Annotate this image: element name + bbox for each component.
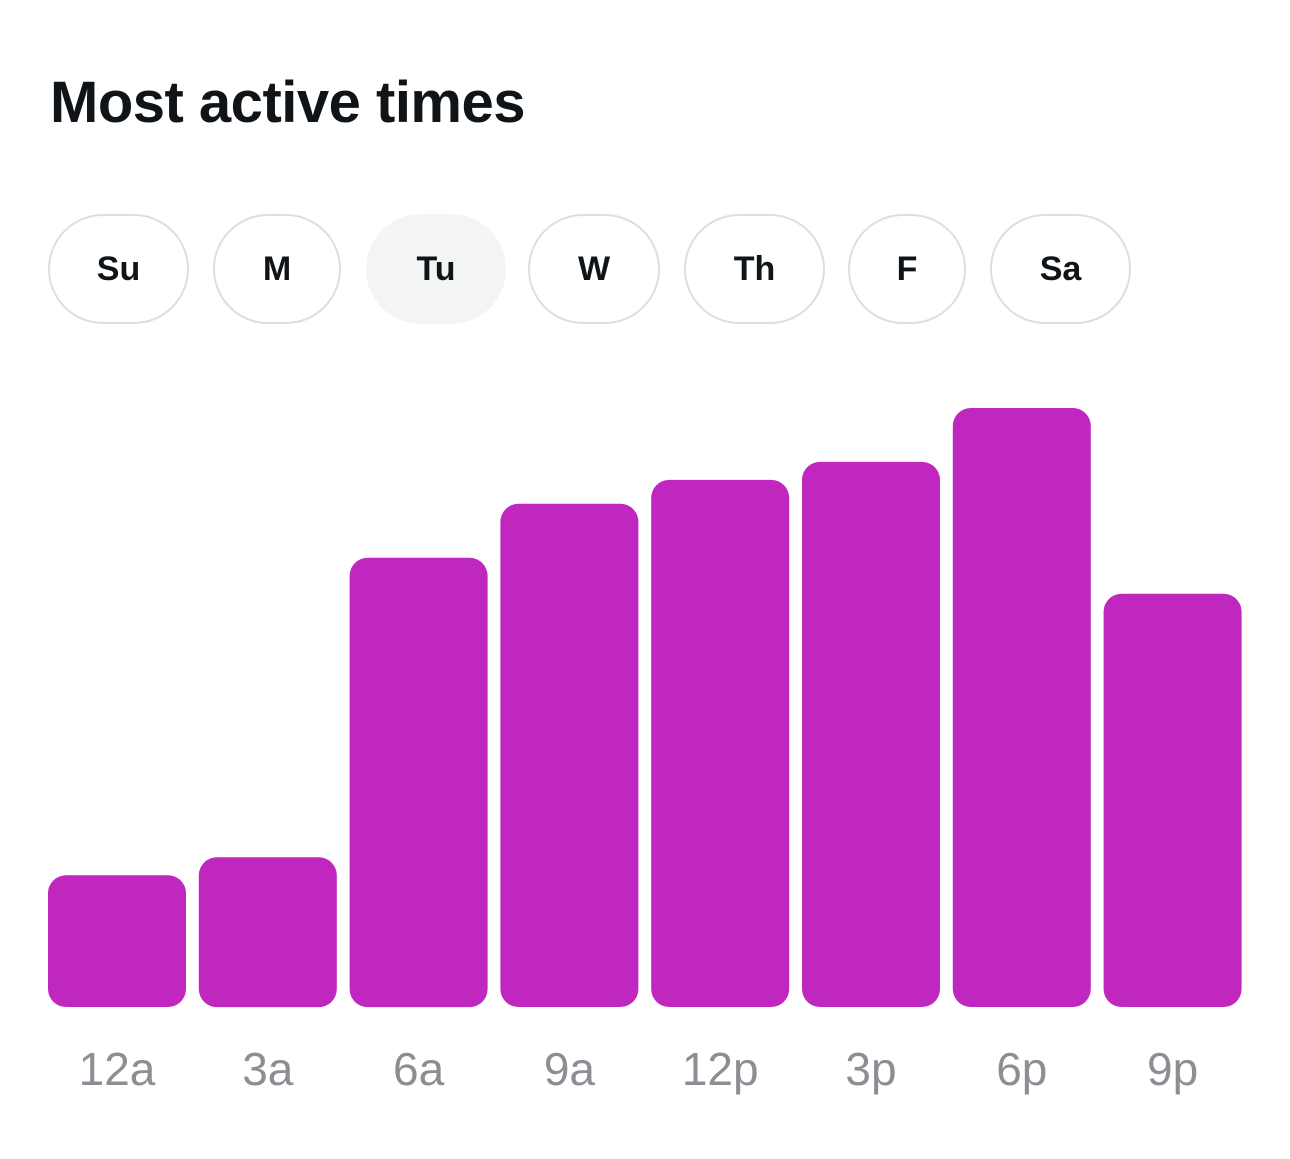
x-tick-label: 6a <box>393 1043 445 1095</box>
x-tick-label: 3p <box>845 1043 896 1095</box>
page-title: Most active times <box>50 70 526 135</box>
bar-12a <box>48 875 186 1007</box>
bar-3a <box>198 857 337 1008</box>
bar-9a <box>500 503 639 1007</box>
x-tick-label: 3a <box>242 1043 294 1095</box>
day-tab-wednesday[interactable]: W <box>528 214 660 324</box>
x-tick-label: 6p <box>996 1043 1047 1095</box>
bar-6a <box>349 557 488 1008</box>
day-tab-saturday[interactable]: Sa <box>990 214 1131 324</box>
day-tab-thursday[interactable]: Th <box>684 214 825 324</box>
bar-9p <box>1103 593 1242 1007</box>
day-tab-sunday[interactable]: Su <box>48 214 189 324</box>
bar-3p <box>802 461 940 1007</box>
x-tick-label: 12a <box>79 1043 156 1095</box>
bar-6p <box>952 408 1091 1007</box>
day-tab-monday[interactable]: M <box>213 214 341 324</box>
day-tab-friday[interactable]: F <box>848 214 966 324</box>
x-tick-label: 9a <box>544 1043 596 1095</box>
day-tab-tuesday[interactable]: Tu <box>366 214 506 324</box>
x-tick-label: 9p <box>1147 1043 1198 1095</box>
bar-12p <box>651 479 790 1007</box>
x-tick-label: 12p <box>682 1043 759 1095</box>
